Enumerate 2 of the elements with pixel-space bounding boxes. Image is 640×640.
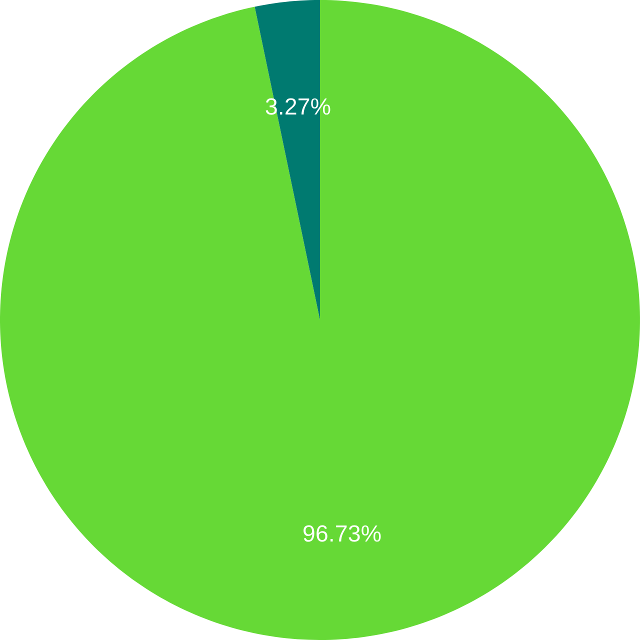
data-label: 96.73% [304, 525, 381, 542]
data-label: 3.27% [266, 98, 330, 115]
